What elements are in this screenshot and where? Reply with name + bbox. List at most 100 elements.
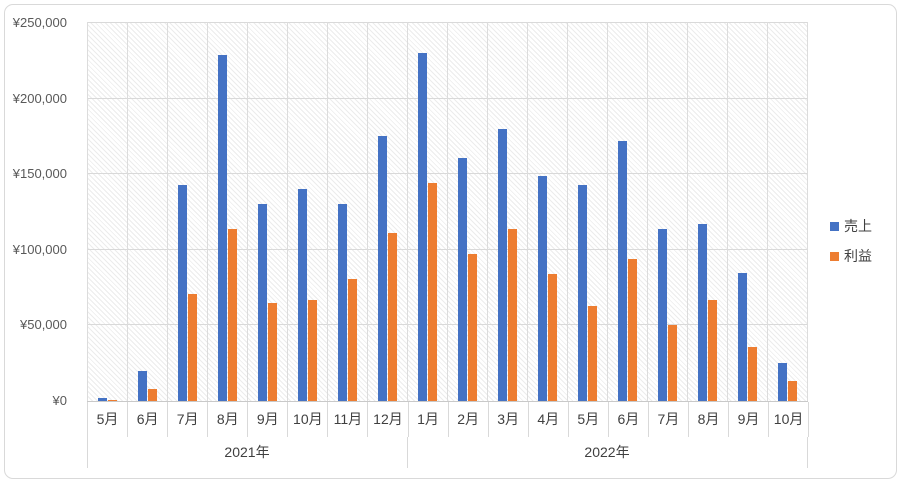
bar-売上-9月 [738, 272, 747, 401]
bar-利益-7月 [188, 293, 197, 401]
bar-利益-11月 [348, 278, 357, 401]
y-axis-tick-label: ¥50,000 [20, 317, 67, 333]
category-cell-10月 [767, 22, 807, 401]
x-axis-label-4月: 4月 [527, 402, 568, 437]
bar-売上-5月 [578, 184, 587, 401]
bar-利益-8月 [708, 299, 717, 401]
vertical-gridline [327, 22, 328, 401]
vertical-gridline [607, 22, 608, 401]
legend-label: 利益 [844, 248, 872, 264]
bar-売上-5月 [98, 398, 107, 401]
category-cell-6月 [607, 22, 647, 401]
x-axis-label-6月: 6月 [607, 402, 648, 437]
bar-売上-7月 [658, 228, 667, 401]
bar-売上-9月 [258, 204, 267, 401]
year-group-separator [807, 437, 808, 468]
category-cell-9月 [247, 22, 287, 401]
vertical-gridline [527, 22, 528, 401]
bar-売上-8月 [218, 54, 227, 401]
bar-利益-6月 [628, 258, 637, 401]
bar-売上-7月 [178, 184, 187, 401]
category-cell-2月 [447, 22, 487, 401]
bar-売上-1月 [418, 53, 427, 401]
x-axis-label-11月: 11月 [327, 402, 367, 437]
bar-売上-2月 [458, 157, 467, 401]
category-cell-7月 [167, 22, 207, 401]
legend-label: 売上 [844, 218, 872, 234]
bar-利益-4月 [548, 274, 557, 401]
vertical-gridline [567, 22, 568, 401]
vertical-gridline [487, 22, 488, 401]
vertical-gridline [807, 22, 808, 401]
vertical-gridline [287, 22, 288, 401]
category-cell-10月 [287, 22, 327, 401]
x-axis-label-3月: 3月 [487, 402, 528, 437]
x-axis-year-labels: 2021年 2022年 [87, 437, 808, 468]
vertical-gridline [167, 22, 168, 401]
bar-利益-5月 [108, 399, 117, 401]
category-cell-11月 [327, 22, 367, 401]
bar-利益-10月 [788, 381, 797, 401]
x-axis-label-9月: 9月 [728, 402, 768, 437]
x-axis-label-8月: 8月 [207, 402, 247, 437]
year-group-label-2022年: 2022年 [584, 444, 630, 460]
bar-利益-7月 [668, 325, 677, 401]
bar-利益-9月 [268, 302, 277, 401]
bar-売上-3月 [498, 128, 507, 401]
vertical-gridline [767, 22, 768, 401]
legend-swatch-icon [830, 251, 839, 261]
y-axis-tick-label: ¥100,000 [12, 241, 67, 257]
vertical-gridline [247, 22, 248, 401]
x-axis-label-2月: 2月 [447, 402, 488, 437]
bar-売上-8月 [698, 224, 707, 401]
category-cell-3月 [487, 22, 527, 401]
plot-area [87, 22, 808, 402]
year-group-separator [87, 437, 88, 468]
category-cell-8月 [207, 22, 247, 401]
bar-利益-9月 [748, 346, 757, 401]
bar-売上-11月 [338, 204, 347, 401]
category-cell-7月 [647, 22, 687, 401]
bar-利益-10月 [308, 299, 317, 401]
legend-item-利益: 利益 [830, 246, 872, 266]
bar-利益-12月 [388, 233, 397, 401]
vertical-gridline [727, 22, 728, 401]
x-axis-label-8月: 8月 [687, 402, 728, 437]
x-axis-label-6月: 6月 [127, 402, 167, 437]
bar-売上-10月 [298, 189, 307, 401]
vertical-gridline [647, 22, 648, 401]
y-axis-tick-label: ¥150,000 [12, 166, 67, 182]
legend: 売上 利益 [830, 216, 872, 266]
x-axis-label-12月: 12月 [367, 402, 407, 437]
bar-利益-2月 [468, 254, 477, 401]
x-axis-label-7月: 7月 [647, 402, 688, 437]
vertical-gridline [687, 22, 688, 401]
category-cell-5月 [87, 22, 127, 401]
bar-利益-6月 [148, 388, 157, 401]
x-axis-label-10月: 10月 [287, 402, 327, 437]
category-cell-4月 [527, 22, 567, 401]
legend-item-売上: 売上 [830, 216, 872, 236]
category-cell-12月 [367, 22, 407, 401]
y-axis-tick-label: ¥0 [52, 393, 67, 408]
year-group-separator [407, 437, 408, 468]
x-axis-label-9月: 9月 [247, 402, 287, 437]
category-cell-1月 [407, 22, 447, 401]
bar-利益-1月 [428, 183, 437, 401]
bar-売上-10月 [778, 363, 787, 401]
bar-売上-6月 [138, 370, 147, 401]
bar-売上-12月 [378, 136, 387, 401]
x-axis-label-5月: 5月 [567, 402, 608, 437]
bar-利益-3月 [508, 228, 517, 401]
bar-利益-5月 [588, 305, 597, 401]
vertical-gridline [87, 22, 88, 401]
category-cell-8月 [687, 22, 727, 401]
vertical-gridline [407, 22, 408, 401]
x-axis-label-7月: 7月 [167, 402, 207, 437]
year-group-label-2021年: 2021年 [224, 444, 270, 460]
x-axis-label-5月: 5月 [87, 402, 127, 437]
x-axis-month-labels: 5月 6月 7月 8月 9月 10月 11月 12月 1月 2月 3月 4月 5月 6月 7月 8月 9月 10月 [87, 402, 809, 437]
category-cell-5月 [567, 22, 607, 401]
bar-売上-4月 [538, 175, 547, 401]
y-axis-tick-label: ¥200,000 [12, 90, 67, 106]
